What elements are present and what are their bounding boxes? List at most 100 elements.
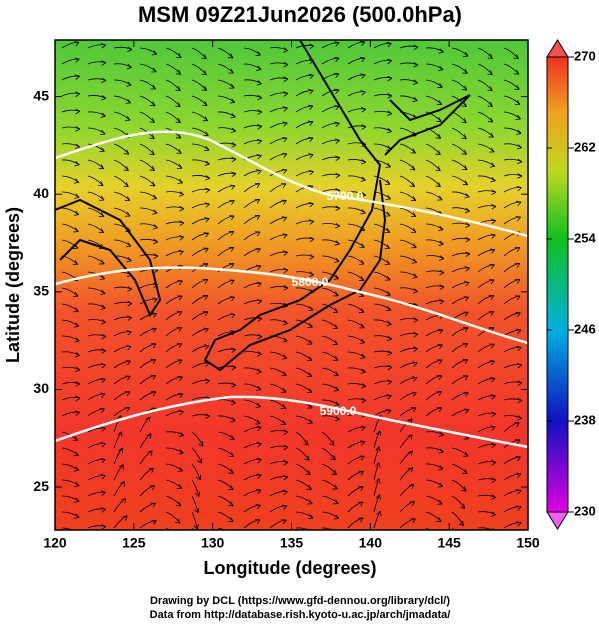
streamline-arrow [149,117,155,123]
streamline-arrow [463,51,469,57]
streamline-arrow [516,521,522,527]
streamline [61,511,80,518]
streamline-arrow [119,481,125,487]
streamline-arrow [256,425,262,432]
streamline-arrow [75,91,81,97]
streamline-arrow [205,413,211,419]
streamline-arrow [487,70,493,76]
streamline-arrow [231,364,237,371]
streamline [373,319,392,326]
streamline [295,463,311,476]
streamline-arrow [491,494,497,500]
streamline [477,175,496,182]
streamline [139,111,155,123]
y-tick-label: 30 [33,380,49,396]
streamline [113,111,131,121]
streamline [191,447,203,464]
streamline-arrow [359,243,365,249]
streamline-arrow [307,514,314,520]
streamline-arrow [151,194,158,200]
streamline [191,79,207,91]
streamline-arrow [439,284,445,290]
streamline-arrow [335,172,341,179]
streamline-arrow [149,165,155,171]
streamline-arrow [384,228,391,233]
streamline [269,367,287,376]
streamline-arrow [303,440,309,446]
streamline [347,255,365,265]
streamline-arrow [463,408,470,414]
streamline [425,143,441,156]
streamline [321,527,334,530]
streamline [425,111,442,122]
contour-line [55,130,528,238]
streamline-arrow [359,259,365,265]
streamline-arrow [125,360,131,366]
streamline [321,303,339,313]
streamline-arrow [329,440,335,446]
streamline-arrow [123,182,129,188]
streamline [113,143,130,155]
streamline-arrow [100,377,106,384]
streamline [373,175,391,185]
streamline-arrow [335,155,341,162]
x-tick-label: 120 [43,535,67,551]
streamline [191,495,199,514]
streamline-arrow [202,116,209,122]
streamline-arrow [228,231,235,236]
streamline [321,271,339,280]
streamline-arrow [203,311,209,317]
streamline-arrow [283,61,289,68]
streamline [295,479,312,490]
streamline-arrow [127,46,133,52]
streamline-arrow [100,490,106,496]
streamline-arrow [177,178,183,184]
streamline-arrow [307,418,313,424]
streamline-arrow [203,247,209,253]
streamline-arrow [205,175,211,181]
streamline-arrow [123,149,130,155]
streamline [321,255,340,262]
streamline-arrow [516,362,522,369]
streamline-arrow [514,247,521,252]
streamline-arrow [282,250,288,256]
streamline-arrow [387,364,393,371]
streamline [139,95,156,107]
colorbar-axis: 230 238 246 254 262 270 [547,48,596,518]
streamline [451,79,468,91]
streamline [217,63,234,74]
streamline-arrow [256,385,262,391]
streamline-arrow [228,485,234,491]
streamline-arrow [333,386,340,392]
streamline-arrow [411,376,418,382]
streamline-arrow [229,296,235,302]
streamline [399,175,415,187]
streamline [165,527,171,530]
streamline-arrow [491,411,497,417]
streamline-arrow [125,211,131,217]
streamline-arrow [73,466,80,472]
streamline-arrow [385,162,391,168]
streamline-arrow [281,199,287,205]
streamline-arrow [407,418,413,424]
streamline [399,207,417,217]
streamline-arrow [101,524,107,530]
streamline [217,463,234,474]
streamline-arrow [151,312,158,318]
streamline-arrow [125,98,131,104]
streamline-arrow [516,129,522,135]
streamline-arrow [489,279,495,285]
streamline-arrow [487,53,493,59]
streamline-arrow [334,138,340,144]
streamline [425,127,442,139]
streamline-arrow [516,345,522,352]
streamline-arrow [280,183,287,189]
streamline-arrow [307,339,313,345]
streamline [191,47,207,60]
streamline-arrow [517,158,523,165]
streamline-arrow [461,486,467,492]
streamline-arrow [489,162,496,168]
streamline-arrow [175,102,181,108]
streamline-arrow [201,85,208,91]
streamline [139,191,157,199]
